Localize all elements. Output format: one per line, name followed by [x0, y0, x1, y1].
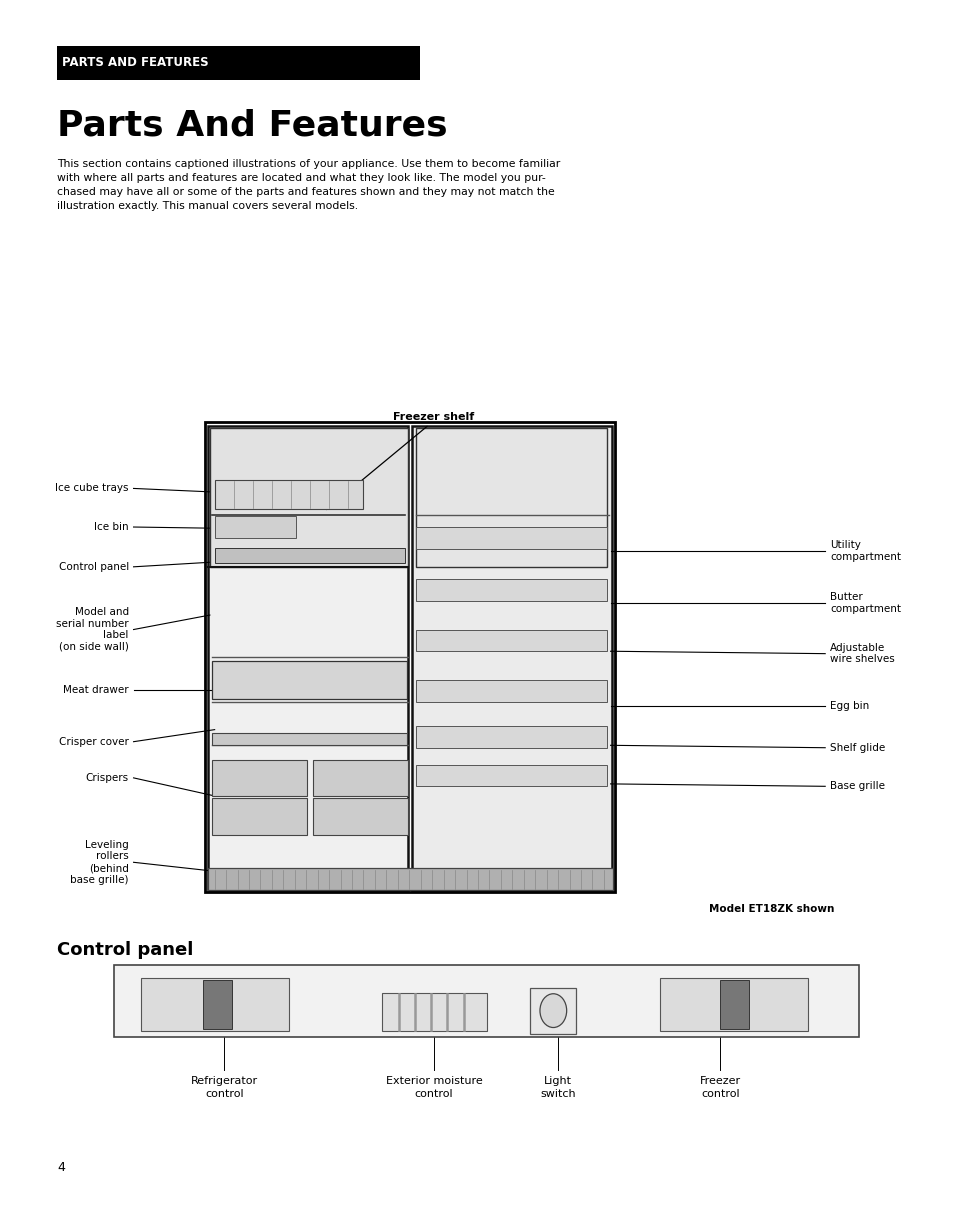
Text: 4: 4	[57, 1161, 65, 1173]
Text: Crispers: Crispers	[86, 773, 129, 783]
FancyBboxPatch shape	[412, 426, 612, 890]
Text: Ice bin: Ice bin	[94, 522, 129, 532]
Text: Butter
compartment: Butter compartment	[829, 592, 900, 614]
FancyBboxPatch shape	[212, 733, 407, 745]
Text: COLDER ►: COLDER ►	[259, 1002, 286, 1007]
FancyBboxPatch shape	[720, 980, 748, 1029]
FancyBboxPatch shape	[416, 428, 606, 567]
Text: REFRIGERATOR: REFRIGERATOR	[191, 967, 244, 972]
Text: Crisper cover: Crisper cover	[59, 737, 129, 747]
FancyBboxPatch shape	[313, 798, 408, 835]
Text: ON: ON	[476, 988, 486, 993]
FancyBboxPatch shape	[212, 661, 407, 699]
FancyBboxPatch shape	[530, 988, 576, 1034]
Text: ◄ WARMER: ◄ WARMER	[145, 1002, 174, 1007]
FancyBboxPatch shape	[212, 798, 307, 835]
Text: Parts And Features: Parts And Features	[57, 109, 447, 142]
Text: Light
switch: Light switch	[539, 1076, 576, 1099]
FancyBboxPatch shape	[208, 868, 613, 890]
Text: OFF: OFF	[381, 988, 393, 993]
FancyBboxPatch shape	[416, 630, 606, 651]
FancyBboxPatch shape	[416, 726, 606, 748]
Text: Shelf glide: Shelf glide	[829, 743, 884, 753]
Text: This section contains captioned illustrations of your appliance. Use them to bec: This section contains captioned illustra…	[57, 159, 560, 211]
Text: Utility
compartment: Utility compartment	[829, 540, 900, 562]
Text: Exterior moisture
control: Exterior moisture control	[385, 1076, 482, 1099]
FancyBboxPatch shape	[212, 760, 307, 796]
Text: PARTS AND FEATURES: PARTS AND FEATURES	[62, 57, 209, 69]
FancyBboxPatch shape	[416, 527, 606, 549]
Text: FREEZER: FREEZER	[711, 967, 741, 972]
FancyBboxPatch shape	[141, 978, 289, 1031]
FancyBboxPatch shape	[210, 428, 408, 567]
Text: EXTERIOR MOISTURE CONTROL: EXTERIOR MOISTURE CONTROL	[383, 967, 484, 972]
Text: Model ET18ZK shown: Model ET18ZK shown	[709, 904, 834, 914]
Text: Control panel: Control panel	[58, 562, 129, 572]
FancyBboxPatch shape	[214, 516, 295, 538]
FancyBboxPatch shape	[214, 548, 405, 563]
FancyBboxPatch shape	[313, 760, 408, 796]
Circle shape	[539, 994, 566, 1028]
Text: COLDER ►: COLDER ►	[778, 1002, 804, 1007]
Text: Control panel: Control panel	[57, 941, 193, 959]
Text: ◄ WARMER: ◄ WARMER	[663, 1002, 693, 1007]
FancyBboxPatch shape	[208, 426, 408, 890]
Text: Ice cube trays: Ice cube trays	[55, 484, 129, 493]
Text: Meat drawer: Meat drawer	[63, 685, 129, 695]
FancyBboxPatch shape	[381, 993, 486, 1031]
FancyBboxPatch shape	[114, 965, 858, 1037]
Text: Adjustable
wire shelves: Adjustable wire shelves	[829, 643, 894, 665]
Text: Freezer
control: Freezer control	[699, 1076, 740, 1099]
Text: Freezer shelf: Freezer shelf	[393, 412, 475, 422]
FancyBboxPatch shape	[416, 579, 606, 601]
Text: Model and
serial number
label
(on side wall): Model and serial number label (on side w…	[56, 607, 129, 652]
FancyBboxPatch shape	[659, 978, 807, 1031]
FancyBboxPatch shape	[214, 480, 362, 509]
FancyBboxPatch shape	[416, 680, 606, 702]
Text: Egg bin: Egg bin	[829, 701, 868, 710]
Text: Leveling
rollers
(behind
base grille): Leveling rollers (behind base grille)	[71, 839, 129, 885]
Text: Refrigerator
control: Refrigerator control	[191, 1076, 257, 1099]
FancyBboxPatch shape	[416, 765, 606, 786]
FancyBboxPatch shape	[57, 46, 419, 80]
FancyBboxPatch shape	[203, 980, 232, 1029]
Text: Base grille: Base grille	[829, 781, 884, 791]
